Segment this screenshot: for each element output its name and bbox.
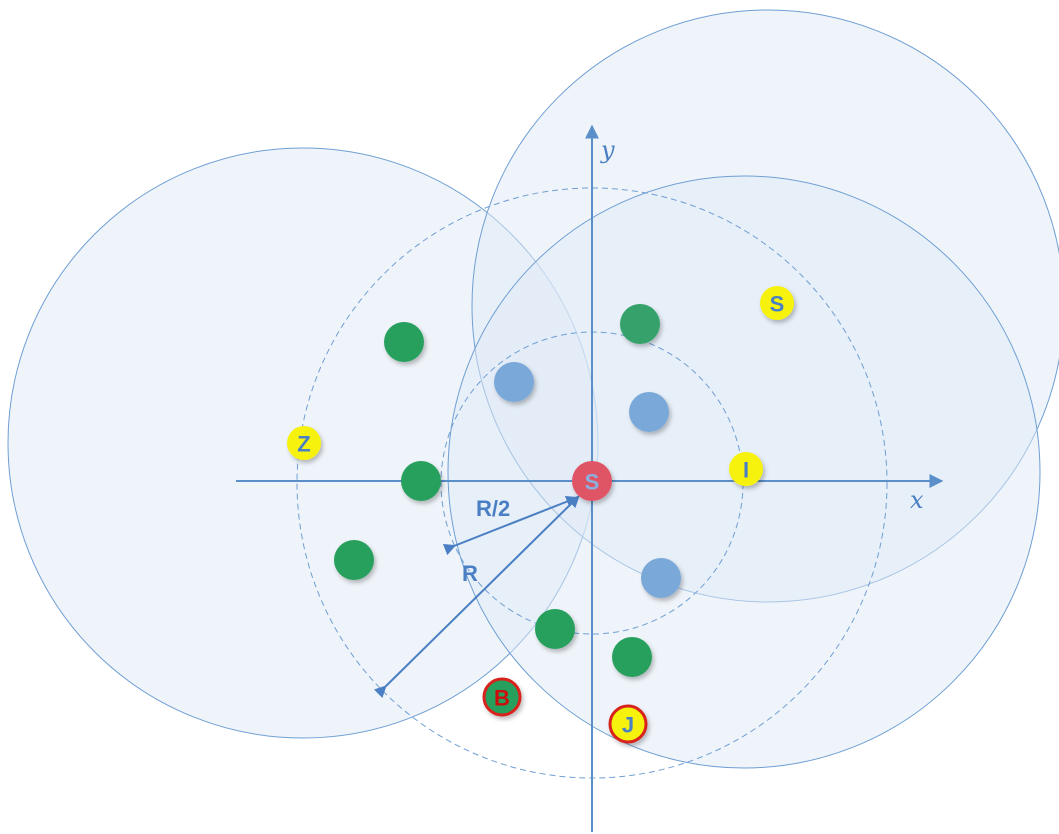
- radius-full-label: R: [462, 561, 478, 586]
- blue-nodes: [494, 362, 681, 598]
- green-node: [612, 637, 652, 677]
- green-node: [535, 609, 575, 649]
- yellow-node-j: J: [608, 704, 648, 744]
- center-node-label: S: [585, 470, 600, 495]
- radius-arrows: R/2 R: [373, 495, 580, 699]
- blue-node: [494, 362, 534, 402]
- x-axis-label: x: [910, 486, 924, 514]
- y-axis-label: y: [600, 136, 615, 164]
- yellow-node-z: Z: [287, 426, 321, 460]
- yellow-node-z-circle: [287, 426, 321, 460]
- center-node: S: [572, 461, 612, 501]
- special-node-b-label: B: [494, 686, 510, 711]
- green-node: [384, 322, 424, 362]
- special-node-b-circle: [482, 677, 522, 717]
- center-node-circle: [572, 461, 612, 501]
- radius-full-arrow-line: [373, 495, 580, 699]
- green-node: [334, 540, 374, 580]
- yellow-node-z-label: Z: [297, 432, 310, 457]
- yellow-node-j-circle: [608, 704, 648, 744]
- yellow-node-j-label: J: [622, 713, 634, 738]
- yellow-node-s-label: S: [770, 292, 785, 317]
- special-node-b: B: [482, 677, 522, 717]
- green-node: [401, 461, 441, 501]
- yellow-node-i-circle: [729, 452, 763, 486]
- radius-half-label: R/2: [476, 496, 510, 521]
- yellow-node-i-label: I: [743, 458, 749, 483]
- yellow-node-s: S: [760, 286, 794, 320]
- blue-node: [629, 392, 669, 432]
- yellow-node-s-circle: [760, 286, 794, 320]
- yellow-node-i: I: [729, 452, 763, 486]
- coverage-areas: [7, 9, 1059, 769]
- green-node: [620, 304, 660, 344]
- blue-node: [641, 558, 681, 598]
- green-nodes: [334, 304, 660, 677]
